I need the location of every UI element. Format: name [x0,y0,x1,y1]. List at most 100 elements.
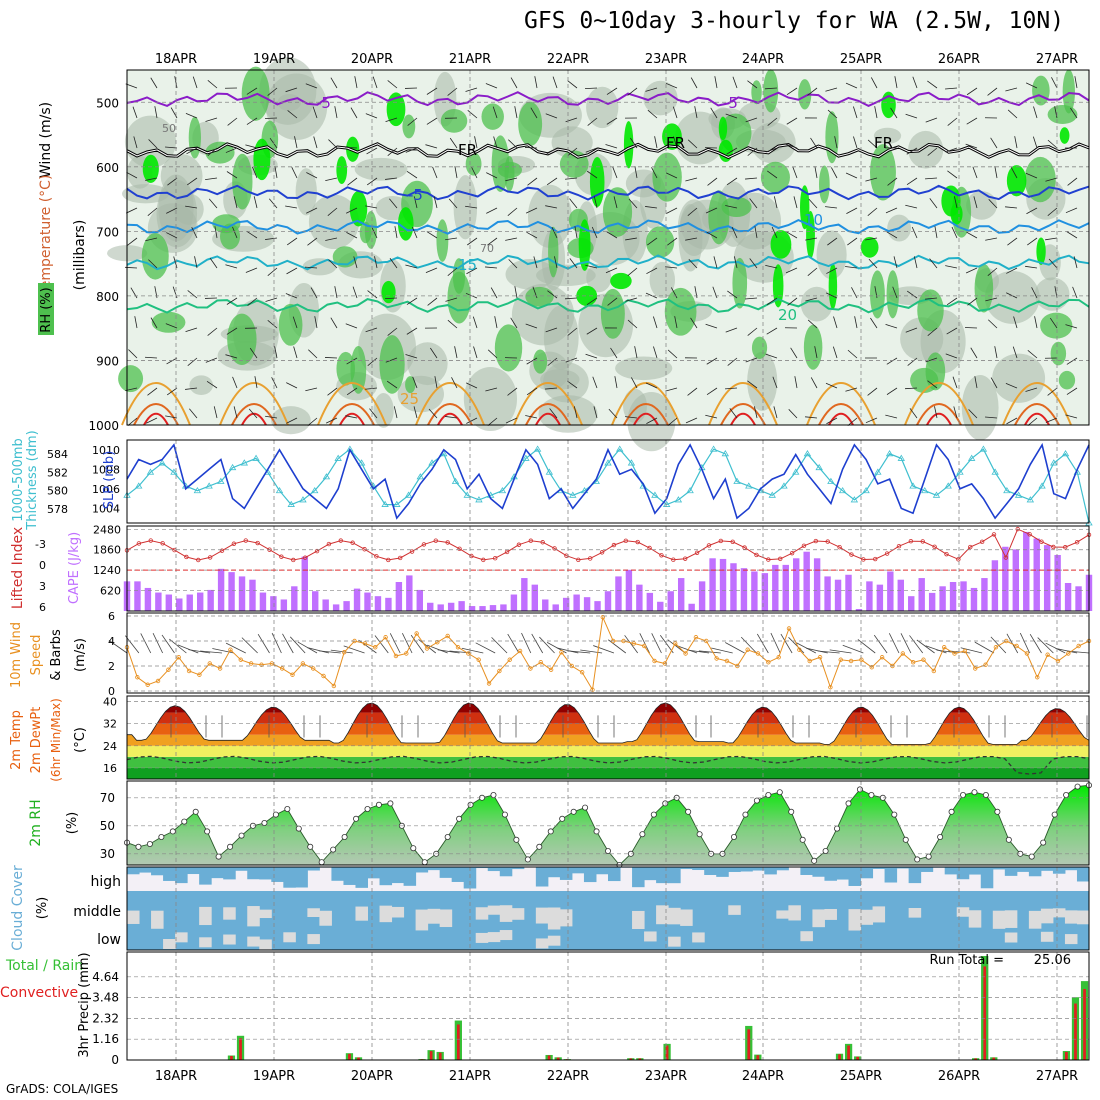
li-point [457,546,462,552]
thickness-point [616,445,624,452]
wind-barb [264,117,278,119]
wind-barb [1066,387,1078,395]
cloud-low-cell [175,932,188,943]
wind-barb [547,290,558,299]
cloud-high-cell [920,867,934,872]
wind-barb [547,357,558,366]
wind-barb [527,177,538,186]
cloud-low-cell [247,936,260,947]
wind-barb [904,387,918,390]
wind-barb [334,106,338,119]
thickness-point [545,468,554,475]
wind-barb [232,226,238,239]
wind-barb [1047,139,1058,149]
cloud-high-cell [331,867,344,881]
temp-band [127,702,1089,713]
wind-barb [433,196,438,209]
cloud-high-cell [127,867,140,875]
wind-barb [330,77,338,89]
rh-point [1051,811,1058,818]
wind-barb [625,416,638,419]
wind-barb [647,109,658,119]
wind-barb [906,290,918,299]
wind-barb [418,639,437,654]
rh-area [908,130,944,169]
wind-barb [194,256,198,269]
cloud-middle-cell [668,907,681,925]
cape-bar [615,576,622,611]
li-point [1074,540,1080,545]
pressure-tick: 500 [96,96,119,110]
wind-barb [731,226,738,239]
wind-barb [1005,87,1018,92]
rh-area [336,351,356,386]
date-label-bottom: 21APR [449,1069,491,1084]
wind-barb [132,106,138,119]
wind-barb [947,170,958,179]
wind-barb [592,376,598,389]
axis-label-cloud: Cloud Cover [10,865,26,951]
wind-barb [345,415,358,419]
wind-barb [487,349,498,359]
rh-contour-label: 70 [480,242,494,255]
wind-barb [490,287,498,299]
rh-area [1059,127,1070,144]
wind-barb [907,357,918,366]
li-point [896,543,902,549]
thickness-point [252,454,260,461]
axis-label-convective: Convective [0,985,78,1001]
cloud-middle-cell [199,906,212,926]
wind-barb [328,139,338,149]
wind-barb [845,266,858,269]
rh-area [463,366,518,432]
wind-barb [885,324,898,329]
wind-barb [327,207,338,217]
cloud-middle-cell [968,910,982,928]
wind-point [455,645,461,650]
cloud-middle-cell [992,910,1006,929]
wind-barb [765,353,778,359]
cloud-low-cell [283,932,296,943]
cloud-high-cell [776,867,789,871]
cloud-low-cell [223,934,236,945]
thickness-line [126,448,1090,524]
wind-barb [525,207,538,214]
convective-bar [429,1051,433,1060]
cloud-high-cell [704,867,717,875]
wind-barb [927,327,938,336]
cloud-middle-cell [956,907,970,917]
rh-area [373,393,394,428]
wind-barb [1045,237,1058,241]
wind-barb [647,237,658,246]
wind-barb [405,147,418,153]
wind-barb [665,172,678,179]
rh-area [381,280,396,304]
wind-barb [925,645,947,654]
wind-barb [586,297,598,305]
rh-area [336,156,348,185]
wind-barb [407,117,418,126]
cloud-high-cell [223,867,236,880]
wind-barb [134,316,138,329]
date-label-bottom: 26APR [938,1069,980,1084]
isotherm-27 [525,403,571,426]
wind-barb [551,226,558,239]
cape-bar [793,558,800,611]
wind-barb [447,87,458,96]
wind-barb [389,198,398,209]
date-label-top: 21APR [449,52,491,67]
cape-bar [709,558,716,611]
thickness-tick: 584 [47,448,68,461]
rh-point [925,853,932,860]
wind-barb [653,316,658,329]
rh-point [238,832,245,839]
cape-bar [196,592,204,611]
cloud-high-cell [379,867,393,886]
cloud-middle-cell [1028,910,1042,929]
convective-bar [239,1038,242,1060]
wind-barb [385,117,398,122]
wind-barb [432,166,438,179]
wind-barb [607,297,618,306]
cape-bar [667,591,674,611]
rh-area [800,185,810,230]
